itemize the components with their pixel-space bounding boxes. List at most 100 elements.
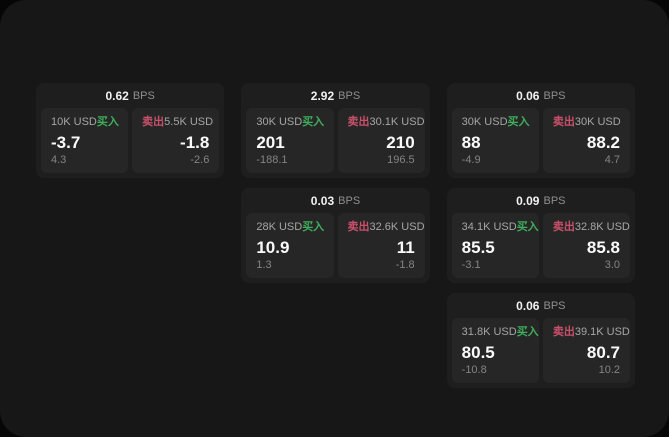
sell-side-label: 卖出 xyxy=(552,326,575,338)
bps-header: 0.06 BPS xyxy=(447,83,635,108)
buy-sub-value: -4.9 xyxy=(461,153,481,166)
quote-card-body: 30K USD 买入 88 -4.9 卖出 30K USD 88.2 4.7 xyxy=(447,108,635,178)
sell-price: 85.8 xyxy=(586,238,620,258)
sell-panel-top: 卖出 30.1K USD xyxy=(347,116,425,129)
buy-side-label: 买入 xyxy=(96,116,119,128)
quote-card: 2.92 BPS 30K USD 买入 201 -188.1 卖出 30.1K … xyxy=(241,83,430,178)
sell-amount: 32.6K USD xyxy=(369,221,425,233)
buy-amount: 31.8K USD xyxy=(461,326,517,338)
sell-price: 80.7 xyxy=(586,343,620,363)
quote-card-grid: 0.62 BPS 10K USD 买入 -3.7 4.3 卖出 5.5K USD… xyxy=(36,83,635,388)
bps-unit: BPS xyxy=(338,89,361,102)
bps-value: 0.09 xyxy=(516,193,540,208)
sell-amount: 30.1K USD xyxy=(369,116,425,128)
sell-side-label: 卖出 xyxy=(347,221,370,233)
buy-price: 10.9 xyxy=(256,238,290,258)
buy-sub-value: -188.1 xyxy=(256,153,288,166)
sell-panel-top: 卖出 32.6K USD xyxy=(347,221,425,234)
buy-panel-top: 30K USD 买入 xyxy=(461,116,530,129)
buy-side-label: 买入 xyxy=(302,221,325,233)
bps-unit: BPS xyxy=(543,194,566,207)
sell-panel-top: 卖出 32.8K USD xyxy=(552,221,630,234)
buy-amount: 10K USD xyxy=(51,116,97,128)
sell-sub-value: 4.7 xyxy=(604,153,620,166)
bps-header: 0.62 BPS xyxy=(36,83,224,108)
bps-header: 0.06 BPS xyxy=(447,293,635,318)
quote-card-body: 31.8K USD 买入 80.5 -10.8 卖出 39.1K USD 80.… xyxy=(447,318,635,388)
sell-panel[interactable]: 卖出 30K USD 88.2 4.7 xyxy=(542,108,630,173)
sell-panel[interactable]: 卖出 30.1K USD 210 196.5 xyxy=(337,108,425,173)
bps-unit: BPS xyxy=(132,89,155,102)
bps-value: 2.92 xyxy=(310,88,335,103)
buy-sub-value: -3.1 xyxy=(461,258,481,271)
bps-unit: BPS xyxy=(338,194,361,207)
bps-unit: BPS xyxy=(543,89,566,102)
sell-side-label: 卖出 xyxy=(347,116,370,128)
quote-card-body: 34.1K USD 买入 85.5 -3.1 卖出 32.8K USD 85.8… xyxy=(447,213,635,283)
quote-card: 0.09 BPS 34.1K USD 买入 85.5 -3.1 卖出 32.8K… xyxy=(446,188,635,283)
buy-amount: 30K USD xyxy=(461,116,508,128)
bps-value: 0.03 xyxy=(310,193,335,208)
sell-sub-value: 196.5 xyxy=(387,153,415,166)
buy-price: 85.5 xyxy=(461,238,495,258)
buy-side-label: 买入 xyxy=(516,326,539,338)
bps-header: 2.92 BPS xyxy=(241,83,429,108)
sell-amount: 30K USD xyxy=(574,116,621,128)
quote-card: 0.62 BPS 10K USD 买入 -3.7 4.3 卖出 5.5K USD… xyxy=(36,83,225,178)
sell-panel[interactable]: 卖出 39.1K USD 80.7 10.2 xyxy=(542,318,630,383)
buy-price: 88 xyxy=(461,133,481,153)
bps-header: 0.09 BPS xyxy=(447,188,635,213)
bps-header: 0.03 BPS xyxy=(241,188,429,213)
sell-amount: 39.1K USD xyxy=(574,326,630,338)
sell-sub-value: 3.0 xyxy=(604,258,620,271)
buy-panel-top: 34.1K USD 买入 xyxy=(461,221,539,234)
sell-panel-top: 卖出 39.1K USD xyxy=(552,326,630,339)
sell-panel-top: 卖出 5.5K USD xyxy=(142,116,213,129)
bps-value: 0.62 xyxy=(105,88,129,103)
buy-panel[interactable]: 30K USD 买入 201 -188.1 xyxy=(246,108,334,173)
buy-sub-value: 1.3 xyxy=(256,258,272,271)
quote-card: 0.06 BPS 30K USD 买入 88 -4.9 卖出 30K USD 8… xyxy=(446,83,635,178)
buy-amount: 28K USD xyxy=(256,221,303,233)
buy-panel[interactable]: 34.1K USD 买入 85.5 -3.1 xyxy=(451,213,539,278)
buy-panel[interactable]: 28K USD 买入 10.9 1.3 xyxy=(246,213,334,278)
buy-panel-top: 28K USD 买入 xyxy=(256,221,325,234)
sell-price: 88.2 xyxy=(586,133,620,153)
sell-amount: 5.5K USD xyxy=(164,116,214,128)
buy-sub-value: -10.8 xyxy=(461,363,487,376)
buy-price: 80.5 xyxy=(461,343,495,363)
buy-price: 201 xyxy=(256,133,285,153)
bps-value: 0.06 xyxy=(516,298,540,313)
sell-side-label: 卖出 xyxy=(552,116,575,128)
buy-side-label: 买入 xyxy=(302,116,325,128)
buy-panel-top: 31.8K USD 买入 xyxy=(461,326,539,339)
sell-sub-value: -2.6 xyxy=(190,153,210,166)
sell-panel[interactable]: 卖出 32.8K USD 85.8 3.0 xyxy=(542,213,630,278)
sell-sub-value: -1.8 xyxy=(395,258,415,271)
quote-card: 0.06 BPS 31.8K USD 买入 80.5 -10.8 卖出 39.1… xyxy=(446,293,635,388)
sell-side-label: 卖出 xyxy=(552,221,575,233)
sell-panel[interactable]: 卖出 5.5K USD -1.8 -2.6 xyxy=(132,108,220,173)
buy-side-label: 买入 xyxy=(507,116,530,128)
buy-panel-top: 10K USD 买入 xyxy=(51,116,119,129)
buy-panel-top: 30K USD 买入 xyxy=(256,116,325,129)
sell-panel[interactable]: 卖出 32.6K USD 11 -1.8 xyxy=(337,213,425,278)
sell-amount: 32.8K USD xyxy=(574,221,630,233)
bps-value: 0.06 xyxy=(516,88,540,103)
buy-panel[interactable]: 30K USD 买入 88 -4.9 xyxy=(451,108,539,173)
sell-price: 11 xyxy=(396,238,415,258)
buy-side-label: 买入 xyxy=(516,221,539,233)
buy-amount: 30K USD xyxy=(256,116,303,128)
sell-panel-top: 卖出 30K USD xyxy=(552,116,621,129)
quote-card: 0.03 BPS 28K USD 买入 10.9 1.3 卖出 32.6K US… xyxy=(241,188,430,283)
sell-price: 210 xyxy=(386,133,415,153)
buy-panel[interactable]: 10K USD 买入 -3.7 4.3 xyxy=(41,108,129,173)
buy-panel[interactable]: 31.8K USD 买入 80.5 -10.8 xyxy=(451,318,539,383)
quote-card-body: 28K USD 买入 10.9 1.3 卖出 32.6K USD 11 -1.8 xyxy=(241,213,429,283)
buy-sub-value: 4.3 xyxy=(51,153,67,166)
sell-price: -1.8 xyxy=(180,133,210,153)
buy-amount: 34.1K USD xyxy=(461,221,517,233)
quote-card-body: 30K USD 买入 201 -188.1 卖出 30.1K USD 210 1… xyxy=(241,108,429,178)
quote-card-body: 10K USD 买入 -3.7 4.3 卖出 5.5K USD -1.8 -2.… xyxy=(36,108,224,178)
